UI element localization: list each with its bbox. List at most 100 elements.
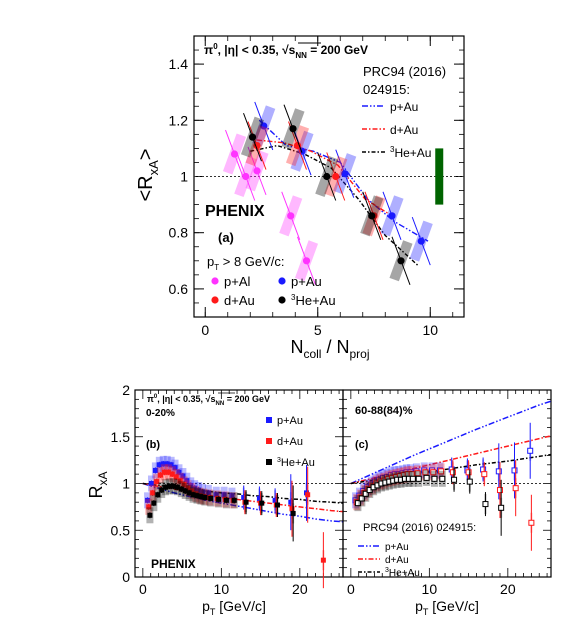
point-He3Au — [358, 495, 365, 502]
point-He3Au — [216, 496, 222, 502]
point-dAu — [528, 519, 535, 526]
cut-label: pT > 8 GeV/c: — [207, 254, 285, 272]
ref-title: PRC94 (2016) — [363, 64, 446, 79]
panel-label: (b) — [146, 439, 160, 451]
point-pAu — [188, 482, 194, 488]
point-pAu — [156, 462, 162, 468]
x-tick-label: 10 — [214, 581, 230, 597]
point-He3Au — [182, 488, 188, 494]
point-He3Au — [170, 483, 176, 489]
x-axis-label: pT [GeV/c] — [415, 598, 479, 617]
ref-title: PRC94 (2016) 024915: — [363, 522, 476, 534]
global-uncertainty-box — [435, 148, 444, 205]
point-dAu — [422, 469, 429, 476]
top-panel: 0.6 0.8 1 1.2 1.4 0 5 10 π0, |η| < 0.35, √sNN = … — [135, 35, 465, 361]
point-pAu — [341, 170, 349, 178]
point-pAu — [160, 461, 166, 467]
point-He3Au — [368, 212, 376, 220]
legend-marker-pAu — [278, 277, 286, 285]
point-He3Au — [186, 490, 192, 496]
y-tick-label: 2 — [122, 382, 130, 398]
legend-label: p+Al — [224, 274, 250, 289]
point-pAu — [495, 468, 502, 475]
x-tick-label: 10 — [422, 322, 438, 338]
point-He3Au — [354, 500, 361, 507]
point-dAu — [185, 485, 191, 491]
point-He3Au — [167, 483, 173, 489]
x-tick-label: 0 — [139, 581, 147, 597]
legend-label: p+Au — [277, 415, 303, 427]
x-tick-label: 20 — [500, 581, 516, 597]
point-pAu — [260, 122, 268, 130]
point-dAu — [481, 471, 488, 478]
point-He3Au — [202, 495, 208, 501]
point-dAu — [154, 479, 160, 485]
legend-marker-pAu — [266, 417, 272, 423]
point-dAu — [289, 506, 295, 512]
point-pAu — [221, 492, 227, 498]
y-tick-label: 1.2 — [169, 112, 189, 128]
point-pAl — [302, 257, 311, 265]
point-dAu — [414, 470, 421, 477]
ref-legend-label: 3He+Au — [385, 567, 420, 579]
point-He3Au — [147, 512, 153, 518]
header-text: π0, |η| < 0.35, √sNN = 200 GeV — [147, 394, 270, 407]
point-He3Au — [178, 486, 184, 492]
point-pAu — [417, 237, 425, 245]
point-dAu — [161, 469, 167, 475]
point-He3Au — [243, 499, 249, 505]
point-dAu — [496, 487, 503, 494]
point-dAu — [320, 557, 326, 563]
point-pAu — [164, 461, 170, 467]
ref-title: 024915: — [363, 82, 410, 97]
point-pAu — [200, 489, 206, 495]
point-pAu — [148, 481, 154, 486]
ref-legend-label: d+Au — [390, 123, 418, 137]
phenix-label: PHENIX — [205, 203, 265, 220]
point-pAu — [213, 492, 219, 498]
point-He3Au — [466, 478, 473, 485]
point-dAu — [158, 472, 164, 478]
x-axis-label: Ncoll / Nproj — [290, 337, 369, 361]
legend-marker-pAl — [211, 277, 219, 285]
phenix-label: PHENIX — [151, 557, 196, 571]
y-tick-label: 1 — [122, 476, 130, 492]
point-dAu — [438, 468, 445, 475]
point-dAu — [181, 481, 187, 487]
point-He3Au — [451, 476, 458, 483]
legend-label: 3He+Au — [291, 293, 336, 308]
point-pAu — [180, 473, 186, 479]
point-dAu — [169, 471, 175, 477]
panel-label: (a) — [218, 230, 234, 245]
point-He3Au — [163, 484, 169, 490]
point-He3Au — [482, 501, 489, 508]
point-He3Au — [151, 500, 157, 506]
legend-marker-He3Au — [278, 296, 286, 304]
y-tick-label: 1.5 — [111, 429, 131, 445]
point-He3Au — [223, 497, 229, 503]
y-tick-label: 0.8 — [169, 225, 189, 241]
point-pAu — [168, 462, 174, 468]
point-dAu — [305, 492, 311, 498]
ref-curve-He3Au — [142, 482, 344, 504]
centrality-label: 0-20% — [146, 408, 175, 419]
ref-legend-label: p+Au — [385, 542, 409, 553]
legend-marker-He3Au — [266, 459, 272, 465]
point-pAu — [272, 497, 278, 503]
y-tick-label: 1 — [180, 169, 188, 185]
point-He3Au — [208, 495, 214, 501]
x-tick-label: 0 — [201, 322, 209, 338]
bottom-right-panel: 0 10 20 60-88(84)% (c) PRC94 (2016) 024915: p+… — [342, 389, 552, 617]
point-dAu — [146, 504, 152, 510]
point-pAu — [176, 469, 182, 475]
point-pAu — [241, 495, 247, 501]
ref-curve-dAu — [350, 435, 552, 485]
point-pAu — [196, 487, 202, 493]
point-pAu — [205, 490, 211, 496]
point-pAu — [527, 447, 534, 454]
point-He3Au — [174, 484, 180, 490]
ref-curve-dAu — [256, 139, 393, 217]
point-He3Au — [362, 490, 369, 497]
